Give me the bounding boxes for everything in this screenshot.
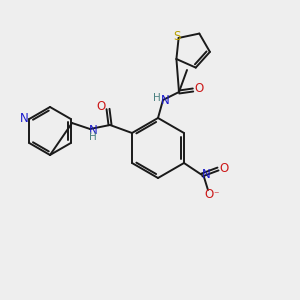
Text: N: N — [88, 124, 98, 136]
Text: N: N — [20, 112, 28, 124]
Text: H: H — [89, 132, 97, 142]
Text: O: O — [96, 100, 106, 113]
Text: H: H — [153, 93, 161, 103]
Text: O: O — [204, 188, 214, 202]
Text: N: N — [202, 167, 210, 181]
Text: N: N — [160, 94, 169, 107]
Text: S: S — [173, 31, 180, 44]
Text: ⁻: ⁻ — [213, 190, 219, 200]
Text: O: O — [219, 161, 229, 175]
Text: O: O — [194, 82, 204, 95]
